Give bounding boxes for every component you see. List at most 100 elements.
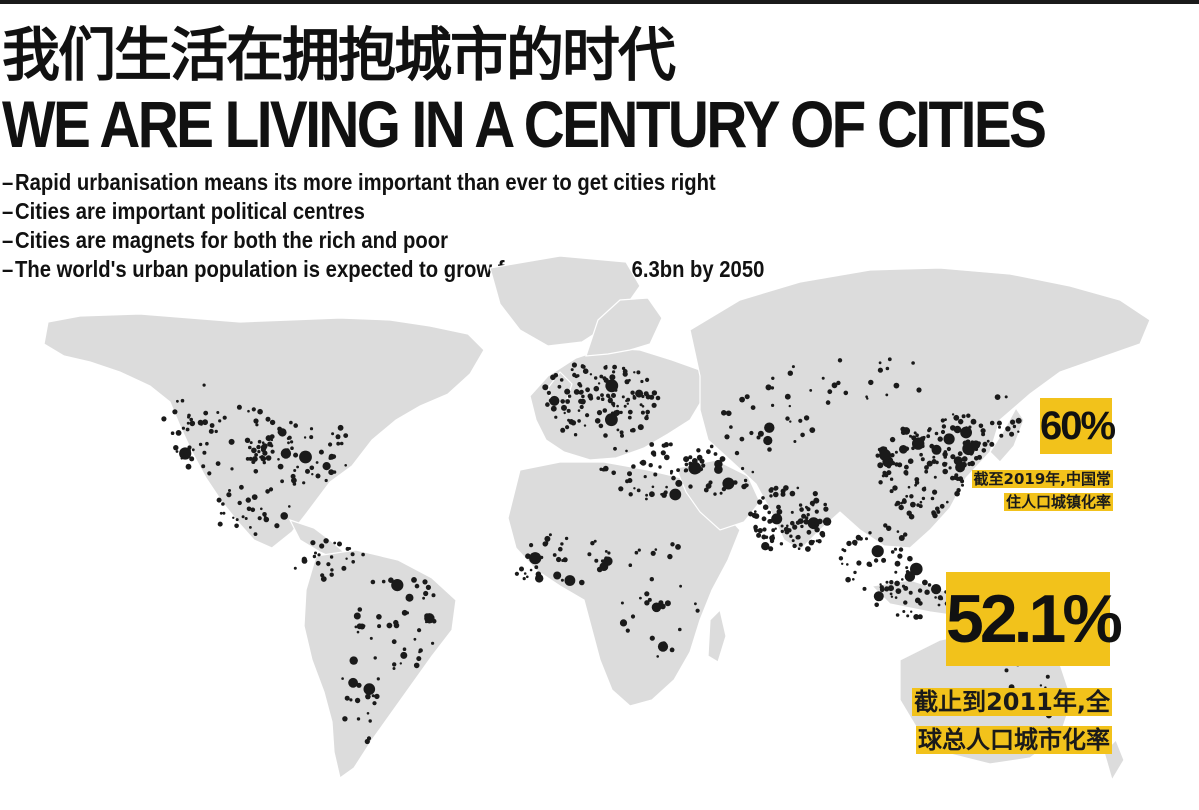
city-dot — [577, 419, 581, 423]
city-dot — [819, 530, 826, 537]
city-dot — [946, 500, 949, 504]
city-dot — [953, 414, 960, 421]
city-dot — [792, 524, 798, 530]
city-dot — [927, 583, 932, 587]
city-dot — [811, 540, 815, 543]
city-dot — [739, 436, 745, 442]
city-dot — [265, 489, 270, 494]
city-dot — [806, 513, 810, 517]
city-dot — [208, 428, 214, 434]
city-dot — [981, 432, 986, 437]
city-dot — [879, 585, 884, 590]
city-dot — [1012, 424, 1017, 429]
bullet-item: Cities are magnets for both the rich and… — [2, 226, 764, 255]
city-dot — [748, 511, 754, 517]
city-dot — [764, 422, 775, 433]
city-dot — [721, 410, 727, 416]
city-dot — [669, 647, 675, 653]
city-dot — [260, 444, 267, 451]
city-dot — [570, 368, 574, 372]
city-dot — [576, 374, 580, 378]
city-dot — [926, 434, 931, 439]
city-dot — [889, 489, 894, 494]
city-dot — [544, 541, 549, 545]
city-dot — [741, 466, 745, 471]
city-dot — [729, 425, 733, 429]
city-dot — [620, 601, 624, 605]
city-dot — [392, 667, 396, 670]
city-dot — [345, 557, 348, 560]
city-dot — [287, 441, 290, 445]
city-dot — [277, 458, 280, 461]
city-dot — [328, 442, 333, 447]
city-dot — [660, 493, 663, 496]
city-dot — [577, 409, 581, 412]
city-dot — [341, 677, 344, 680]
city-dot — [888, 585, 894, 592]
city-dot — [633, 487, 636, 490]
city-dot — [893, 547, 898, 551]
city-dot — [234, 523, 239, 529]
city-dot — [1004, 668, 1009, 673]
city-dot — [247, 409, 250, 413]
city-dot — [214, 429, 218, 434]
city-dot — [675, 479, 683, 487]
city-dot — [907, 485, 911, 489]
city-dot — [969, 460, 975, 467]
city-dot — [529, 552, 542, 565]
city-dot — [679, 584, 682, 588]
city-dot — [903, 585, 909, 591]
city-dot — [1005, 426, 1011, 432]
city-dot — [907, 555, 913, 562]
city-dot — [393, 619, 399, 626]
city-dot — [814, 509, 819, 514]
city-dot — [694, 602, 697, 606]
city-dot — [423, 590, 429, 597]
city-dot — [418, 650, 421, 654]
city-dot — [625, 449, 628, 453]
city-dot — [309, 427, 314, 431]
city-dot — [703, 487, 709, 493]
city-dot — [935, 460, 939, 465]
city-dot — [253, 469, 259, 474]
city-dot — [761, 516, 767, 522]
city-dot — [903, 600, 908, 605]
city-dot — [605, 364, 608, 368]
city-dot — [789, 490, 796, 497]
city-dot — [719, 491, 723, 495]
city-dot — [245, 497, 251, 503]
city-dot — [688, 484, 693, 489]
city-dot — [562, 557, 568, 563]
city-dot — [713, 492, 717, 496]
city-dot — [894, 450, 898, 454]
city-dot — [768, 546, 774, 552]
city-dot — [893, 382, 900, 389]
city-dot — [865, 537, 868, 541]
city-dot — [365, 693, 371, 700]
city-dot — [320, 576, 327, 582]
city-dot — [254, 453, 258, 457]
city-dot — [765, 384, 772, 391]
city-dot — [400, 651, 408, 659]
city-dot — [337, 424, 344, 431]
city-dot — [805, 506, 809, 510]
city-dot — [599, 374, 604, 379]
city-dot — [648, 463, 653, 468]
city-dot — [664, 600, 671, 607]
city-dot — [705, 483, 712, 489]
city-dot — [209, 423, 215, 428]
city-dot — [357, 607, 363, 612]
city-dot — [372, 701, 377, 706]
city-dot — [889, 592, 893, 596]
city-dot — [550, 374, 556, 381]
city-dot — [341, 565, 347, 571]
city-dot — [593, 385, 600, 392]
city-dot — [320, 573, 325, 578]
city-dot — [921, 496, 926, 501]
china-caption-line: 住人口城镇化率 — [1003, 493, 1113, 511]
city-dot — [356, 630, 360, 634]
city-dot — [667, 553, 673, 560]
city-dot — [881, 474, 886, 478]
city-dot — [628, 378, 631, 382]
city-dot — [529, 568, 533, 572]
